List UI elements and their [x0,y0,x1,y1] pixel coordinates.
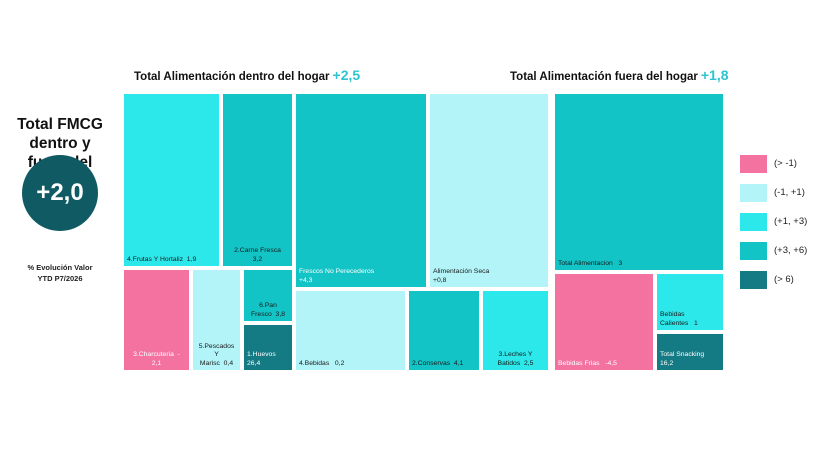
treemap-cell: 1.Huevos 26,4 [242,323,294,372]
total-subtitle-line2: YTD P7/2026 [37,274,83,283]
treemap-cell-label: 2.Carne Fresca 3,2 [234,247,281,263]
treemap-cell-label: 3.Charcuteria - 2,1 [133,351,180,367]
treemap-cell-label: Bebidas Calientes 1 [660,311,698,327]
legend-label: (-1, +1) [774,187,805,198]
treemap-cell: 4.Frutas Y Hortaliz 1,9 [122,92,221,268]
treemap-cell-label: 1.Huevos 26,4 [247,351,276,367]
treemap-dentro: 4.Frutas Y Hortaliz 1,9 2.Carne Fresca 3,… [122,92,550,372]
treemap-cell: 3.Charcuteria - 2,1 [122,268,191,372]
treemap-cell-label: 4.Bebidas 0,2 [299,359,345,367]
treemap-fuera: Total Alimentacion 3 Bebidas Frias -4,5 Be… [553,92,725,372]
treemap-cell-label: 4.Frutas Y Hortaliz 1,9 [127,255,197,263]
treemap-cell-label: Bebidas Frias -4,5 [558,359,617,367]
header-dentro-label: Total Alimentación dentro del hogar [134,71,330,83]
treemap-cell: 4.Bebidas 0,2 [294,289,407,372]
treemap-cell-label: 5.Pescados Y Marisc 0,4 [198,342,235,367]
treemap-cell: Bebidas Frias -4,5 [553,272,655,372]
treemap-cell: Frescos No Perecederos +4,3 [294,92,428,289]
treemap-cell-label: 6.Pan Fresco 3,8 [251,302,285,318]
treemap-cell-label: Total Alimentacion 3 [558,259,623,267]
treemap-cell: Total Alimentacion 3 [553,92,725,272]
header-fuera-value: +1,8 [700,67,729,83]
treemap-cell: Bebidas Calientes 1 [655,272,725,332]
legend-label: (+3, +6) [774,245,808,256]
treemap-cell: 2.Carne Fresca 3,2 [221,92,294,268]
treemap-cell-label: 3.Leches Y Batidos 2,5 [497,351,534,367]
total-value: +2,0 [36,179,84,206]
treemap-cell: Alimentación Seca +0,8 [428,92,550,289]
total-subtitle-line1: % Evolución Valor [27,263,93,272]
treemap-cell: 5.Pescados Y Marisc 0,4 [191,268,242,372]
treemap-cell: Total Snacking 16,2 [655,332,725,372]
legend-swatch [740,213,767,231]
header-dentro-value: +2,5 [332,67,361,83]
treemap-cell: 6.Pan Fresco 3,8 [242,268,294,323]
legend-label: (> 6) [774,274,794,285]
legend-label: (> -1) [774,158,797,169]
header-dentro: Total Alimentación dentro del hogar +2,5 [134,67,360,83]
treemap-cell-label: Alimentación Seca +0,8 [433,268,490,284]
total-circle: +2,0 [22,155,98,231]
treemap-cell-label: 2.Conservas 4,1 [412,359,464,367]
total-subtitle: % Evolución Valor YTD P7/2026 [5,262,115,284]
legend-label: (+1, +3) [774,216,808,227]
legend-swatch [740,155,767,173]
legend-swatch [740,184,767,202]
treemap-cell-label: Frescos No Perecederos +4,3 [299,268,375,284]
treemap-cell-label: Total Snacking 16,2 [660,351,705,367]
legend-swatch [740,271,767,289]
treemap-cell: 2.Conservas 4,1 [407,289,481,372]
legend-swatch [740,242,767,260]
header-fuera-label: Total Alimentación fuera del hogar [510,71,698,83]
header-fuera: Total Alimentación fuera del hogar +1,8 [510,67,729,83]
treemap-cell: 3.Leches Y Batidos 2,5 [481,289,550,372]
